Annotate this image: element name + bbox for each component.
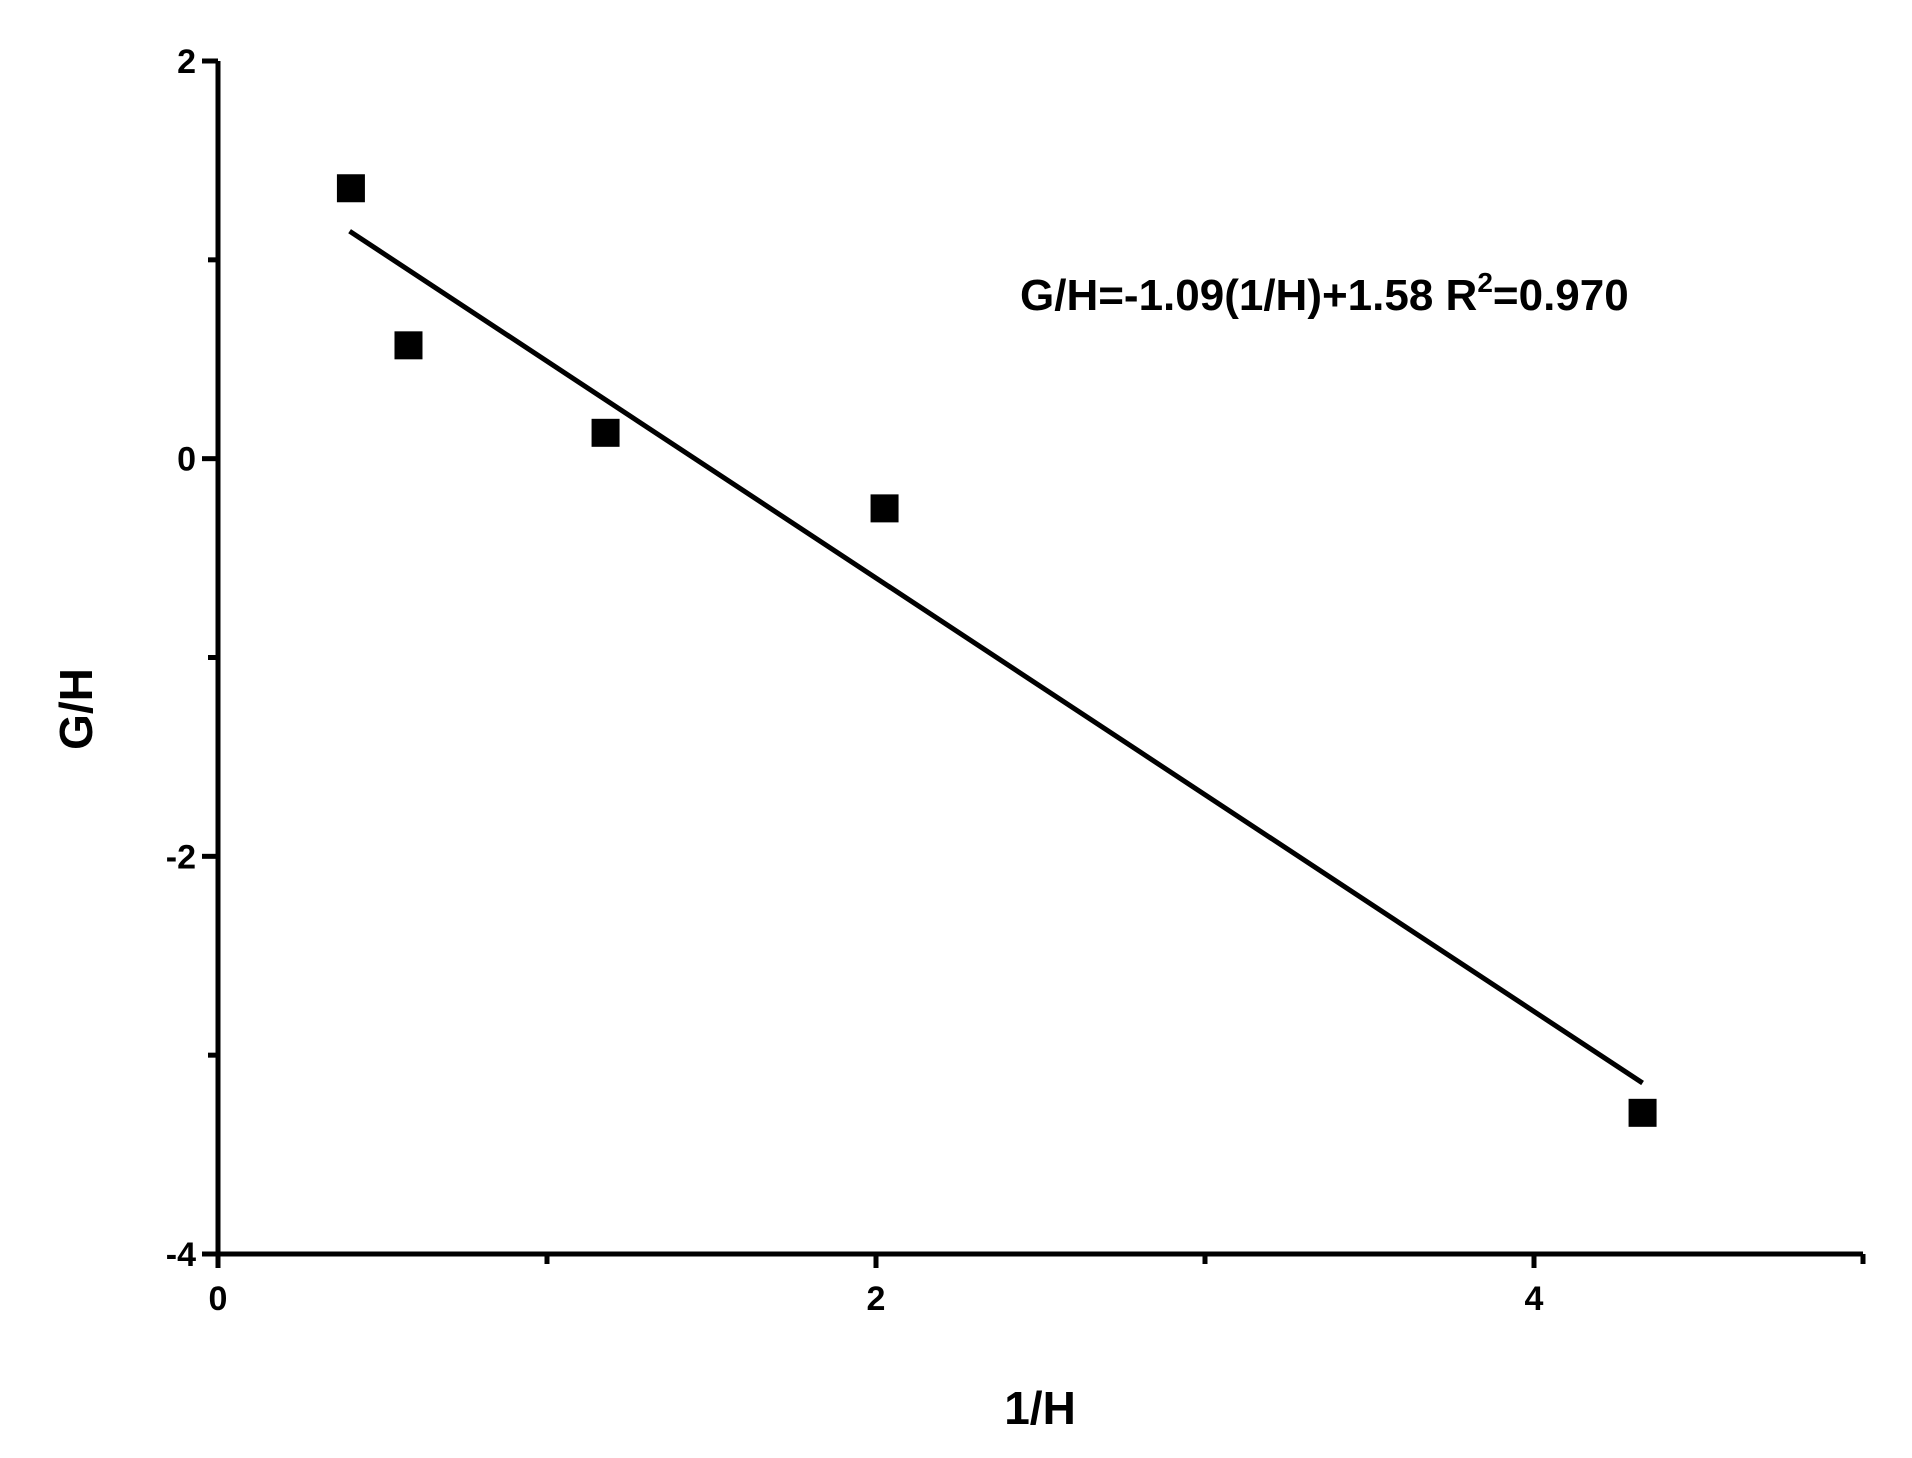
y-axis-title: G/H [50, 668, 102, 750]
annotation-text: G/H=-1.09(1/H)+1.58 R [1020, 271, 1477, 320]
annotation-superscript: 2 [1477, 267, 1493, 298]
y-tick-label: -2 [166, 838, 196, 876]
fit-line [348, 229, 1644, 1086]
data-point [1628, 1098, 1657, 1127]
x-tick-label: 0 [209, 1280, 228, 1318]
y-tick-label: -4 [166, 1236, 196, 1274]
y-tick-label: 2 [177, 43, 196, 81]
annotation-suffix: =0.970 [1493, 271, 1629, 320]
data-point [336, 174, 365, 203]
data-point [394, 331, 423, 360]
x-axis-title: 1/H [1004, 1382, 1076, 1434]
data-point [591, 418, 620, 447]
y-tick-label: 0 [177, 441, 196, 479]
x-tick-label: 4 [1525, 1280, 1544, 1318]
data-point [870, 494, 899, 523]
x-tick-label: 2 [867, 1280, 886, 1318]
fit-annotation: G/H=-1.09(1/H)+1.58 R2=0.970 [1020, 267, 1629, 320]
